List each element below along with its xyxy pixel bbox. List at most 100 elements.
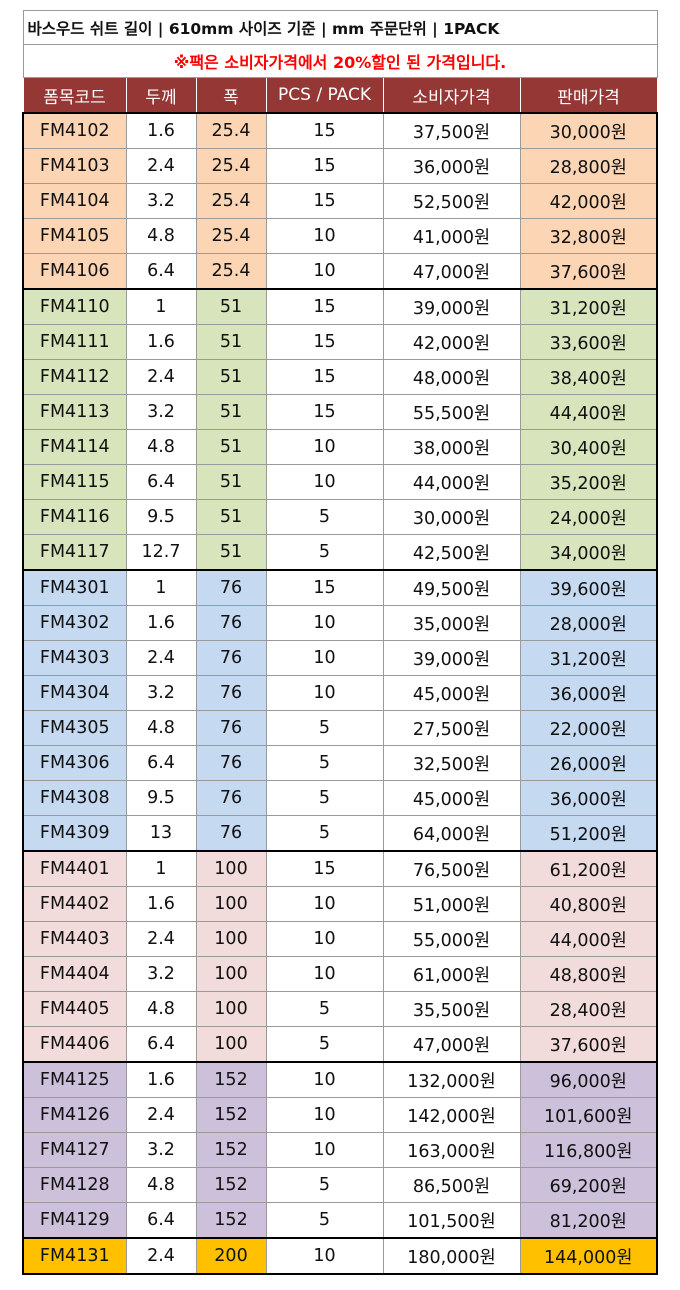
- product-code-cell: FM4301: [22, 569, 127, 606]
- pcs-per-pack-cell: 10: [265, 429, 384, 465]
- pcs-per-pack-cell: 10: [265, 1237, 384, 1275]
- table-body: 바스우드 쉬트 길이 | 610mm 사이즈 기준 | mm 주문단위 | 1P…: [22, 10, 659, 1275]
- retail-price-cell: 39,000원: [382, 640, 521, 676]
- table-row: FM4306 6.4 76 5 32,500원 26,000원: [22, 745, 659, 781]
- sale-price-cell: 44,400원: [519, 394, 659, 430]
- thickness-cell: 2.4: [125, 1237, 197, 1275]
- table-row: FM4111 1.6 51 15 42,000원 33,600원: [22, 324, 659, 360]
- width-cell: 76: [195, 815, 267, 852]
- table-row: FM4126 2.4 152 10 142,000원 101,600원: [22, 1097, 659, 1133]
- pcs-per-pack-cell: 5: [265, 1026, 384, 1063]
- retail-price-cell: 42,500원: [382, 534, 521, 571]
- product-code-cell: FM4304: [22, 675, 127, 711]
- width-cell: 76: [195, 569, 267, 606]
- thickness-cell: 12.7: [125, 534, 197, 571]
- sale-price-cell: 32,800원: [519, 218, 659, 254]
- table-row: FM4131 2.4 200 10 180,000원 144,000원: [22, 1237, 659, 1275]
- table-row: FM4303 2.4 76 10 39,000원 31,200원: [22, 640, 659, 676]
- table-row: FM4406 6.4 100 5 47,000원 37,600원: [22, 1026, 659, 1063]
- product-code-cell: FM4306: [22, 745, 127, 781]
- discount-notice: ※팩은 소비자가격에서 20%할인 된 가격입니다.: [22, 44, 658, 78]
- retail-price-cell: 101,500원: [382, 1202, 521, 1239]
- width-cell: 76: [195, 710, 267, 746]
- sale-price-cell: 22,000원: [519, 710, 659, 746]
- thickness-cell: 9.5: [125, 780, 197, 816]
- pcs-per-pack-cell: 10: [265, 675, 384, 711]
- thickness-cell: 6.4: [125, 745, 197, 781]
- table-row: FM4110 1 51 15 39,000원 31,200원: [22, 288, 659, 325]
- table-row: FM4116 9.5 51 5 30,000원 24,000원: [22, 499, 659, 535]
- width-cell: 100: [195, 850, 267, 887]
- thickness-cell: 2.4: [125, 148, 197, 184]
- width-cell: 51: [195, 359, 267, 395]
- pcs-per-pack-cell: 5: [265, 499, 384, 535]
- retail-price-cell: 55,000원: [382, 921, 521, 957]
- retail-price-cell: 47,000원: [382, 253, 521, 290]
- pcs-per-pack-cell: 5: [265, 1167, 384, 1203]
- sale-price-cell: 26,000원: [519, 745, 659, 781]
- retail-price-cell: 37,500원: [382, 112, 521, 149]
- product-code-cell: FM4128: [22, 1167, 127, 1203]
- product-code-cell: FM4102: [22, 112, 127, 149]
- retail-price-cell: 86,500원: [382, 1167, 521, 1203]
- product-code-cell: FM4305: [22, 710, 127, 746]
- table-row: FM4125 1.6 152 10 132,000원 96,000원: [22, 1061, 659, 1098]
- pcs-per-pack-cell: 15: [265, 183, 384, 219]
- thickness-cell: 2.4: [125, 921, 197, 957]
- product-code-cell: FM4405: [22, 991, 127, 1027]
- product-code-cell: FM4105: [22, 218, 127, 254]
- sale-price-cell: 81,200원: [519, 1202, 659, 1239]
- thickness-cell: 1: [125, 569, 197, 606]
- sale-price-cell: 30,000원: [519, 112, 659, 149]
- sale-price-cell: 44,000원: [519, 921, 659, 957]
- sale-price-cell: 34,000원: [519, 534, 659, 571]
- thickness-cell: 1.6: [125, 886, 197, 922]
- thickness-cell: 4.8: [125, 429, 197, 465]
- column-header-code: 폼목코드: [22, 77, 127, 114]
- width-cell: 100: [195, 921, 267, 957]
- column-header-sale-price: 판매가격: [519, 77, 658, 114]
- retail-price-cell: 27,500원: [382, 710, 521, 746]
- width-cell: 100: [195, 991, 267, 1027]
- thickness-cell: 1: [125, 850, 197, 887]
- pcs-per-pack-cell: 5: [265, 745, 384, 781]
- product-code-cell: FM4131: [22, 1237, 127, 1275]
- thickness-cell: 1: [125, 288, 197, 325]
- retail-price-cell: 52,500원: [382, 183, 521, 219]
- retail-price-cell: 163,000원: [382, 1132, 521, 1168]
- pcs-per-pack-cell: 15: [265, 850, 384, 887]
- sale-price-cell: 24,000원: [519, 499, 659, 535]
- retail-price-cell: 132,000원: [382, 1061, 521, 1098]
- width-cell: 51: [195, 429, 267, 465]
- thickness-cell: 3.2: [125, 956, 197, 992]
- pcs-per-pack-cell: 5: [265, 991, 384, 1027]
- product-code-cell: FM4404: [22, 956, 127, 992]
- pcs-per-pack-cell: 5: [265, 815, 384, 852]
- sale-price-cell: 39,600원: [519, 569, 659, 606]
- sale-price-cell: 31,200원: [519, 288, 659, 325]
- product-code-cell: FM4308: [22, 780, 127, 816]
- thickness-cell: 3.2: [125, 675, 197, 711]
- retail-price-cell: 45,000원: [382, 780, 521, 816]
- pcs-per-pack-cell: 15: [265, 324, 384, 360]
- column-header-retail-price: 소비자가격: [382, 77, 521, 114]
- sale-price-cell: 42,000원: [519, 183, 659, 219]
- table-row: FM4304 3.2 76 10 45,000원 36,000원: [22, 675, 659, 711]
- column-header-pcs-pack: PCS / PACK: [265, 77, 384, 114]
- retail-price-cell: 44,000원: [382, 464, 521, 500]
- pcs-per-pack-cell: 5: [265, 710, 384, 746]
- retail-price-cell: 36,000원: [382, 148, 521, 184]
- table-row: FM4403 2.4 100 10 55,000원 44,000원: [22, 921, 659, 957]
- width-cell: 152: [195, 1202, 267, 1239]
- pcs-per-pack-cell: 5: [265, 1202, 384, 1239]
- thickness-cell: 3.2: [125, 183, 197, 219]
- sale-price-cell: 38,400원: [519, 359, 659, 395]
- pcs-per-pack-cell: 10: [265, 605, 384, 641]
- thickness-cell: 3.2: [125, 394, 197, 430]
- thickness-cell: 1.6: [125, 1061, 197, 1098]
- product-code-cell: FM4302: [22, 605, 127, 641]
- thickness-cell: 2.4: [125, 1097, 197, 1133]
- thickness-cell: 4.8: [125, 710, 197, 746]
- width-cell: 51: [195, 464, 267, 500]
- pcs-per-pack-cell: 10: [265, 640, 384, 676]
